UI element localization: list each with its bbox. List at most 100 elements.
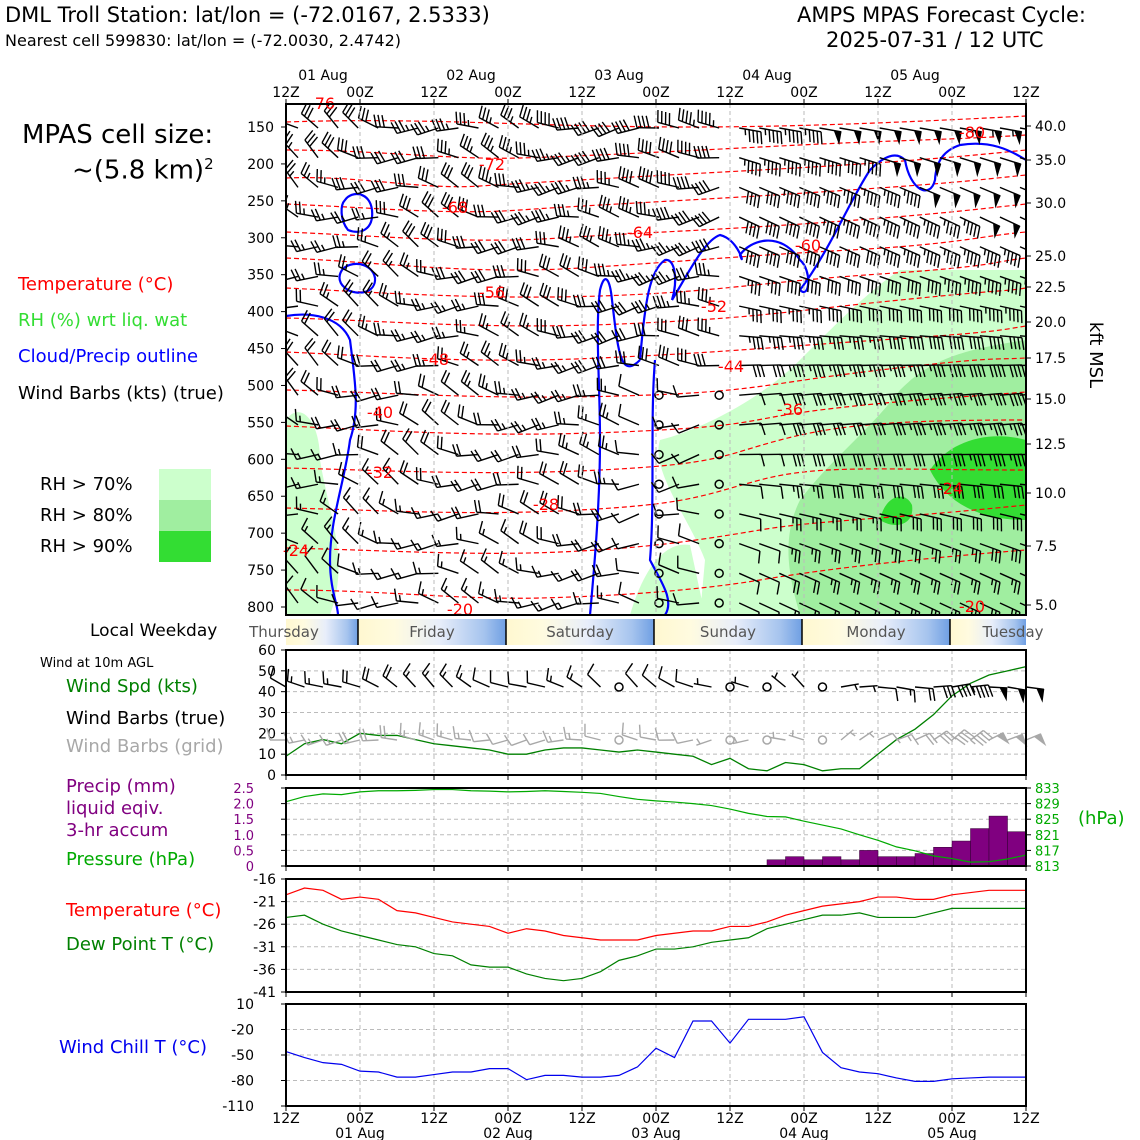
barb-full <box>605 198 610 211</box>
barb-full <box>1021 486 1025 499</box>
barb-full <box>457 270 466 282</box>
wind-barb <box>610 301 640 316</box>
calm-circle <box>614 682 624 692</box>
barb-full <box>832 423 838 436</box>
barb-full <box>454 271 463 283</box>
barb-full <box>271 479 277 490</box>
wind-barb <box>779 275 801 296</box>
barb-full <box>852 336 857 350</box>
wind-barb <box>979 483 1005 499</box>
barb-half <box>923 219 926 226</box>
barb-full <box>835 162 838 176</box>
barb-full <box>850 280 854 294</box>
barb-half <box>304 525 309 532</box>
wind-barb <box>310 448 339 461</box>
barb-full <box>303 372 310 385</box>
barb-staff <box>618 385 640 396</box>
wind-barb <box>331 177 359 191</box>
barb-full <box>582 225 588 239</box>
wind-barb <box>490 209 519 224</box>
barb-staff <box>731 681 749 688</box>
barb-full <box>466 138 472 151</box>
barb-full <box>630 302 639 314</box>
barb-full <box>768 222 773 236</box>
barb-full <box>913 253 917 267</box>
barb-full <box>908 336 913 349</box>
wind-barb <box>859 127 882 146</box>
barb-full <box>1013 364 1018 378</box>
barb-full <box>671 731 678 744</box>
wind-barb <box>714 420 724 430</box>
barb-full <box>877 195 881 209</box>
barb-half <box>666 300 670 308</box>
barb-full <box>618 581 622 595</box>
barb-staff <box>323 683 342 688</box>
barb-full <box>431 326 438 339</box>
wind-barb <box>758 246 781 268</box>
wind-barb <box>762 682 772 692</box>
wind-barb <box>566 665 583 688</box>
barb-full <box>443 194 451 207</box>
temp-y-tick-label: -41 <box>253 985 276 1001</box>
barb-full <box>879 164 882 177</box>
barb-full <box>796 423 802 436</box>
barb-full <box>1009 365 1014 378</box>
wind-barb <box>590 299 620 314</box>
barb-full <box>880 454 886 467</box>
wind-barb <box>799 305 823 324</box>
barb-full <box>671 268 679 281</box>
wind-barb <box>390 359 419 373</box>
windchill-line <box>285 1016 1026 1082</box>
barb-full <box>816 423 822 436</box>
isotherm <box>286 391 1026 435</box>
barb-full <box>953 393 959 406</box>
barb-full <box>377 322 381 336</box>
wind-barb <box>519 282 540 307</box>
wind-barb <box>731 676 749 688</box>
barb-staff <box>286 122 299 129</box>
barb-full <box>833 194 837 207</box>
barb-full <box>481 292 486 306</box>
barb-half <box>971 548 974 555</box>
barb-full <box>381 114 385 128</box>
barb-half <box>385 465 390 472</box>
barb-full <box>941 454 946 467</box>
barb-half <box>984 278 987 285</box>
wind-y-tick-label: 0 <box>267 768 276 784</box>
barb-full <box>514 180 522 192</box>
wind-barb <box>979 305 1003 324</box>
wind-barb <box>295 496 319 515</box>
barb-full <box>539 148 546 161</box>
barb-half <box>290 676 293 683</box>
barb-full <box>909 252 914 265</box>
barb-full <box>394 498 398 512</box>
barb-half <box>418 567 422 574</box>
wind-barb <box>696 738 712 746</box>
wind-barb <box>959 246 981 268</box>
barb-full <box>871 161 874 175</box>
barb-full <box>361 315 366 329</box>
wind-barb <box>412 561 439 575</box>
barb-full <box>275 270 281 281</box>
barb-staff <box>617 542 640 550</box>
wind-barb <box>478 105 499 129</box>
barb-full <box>794 282 798 295</box>
wind-barb <box>999 513 1023 532</box>
barb-full <box>552 326 558 339</box>
barb-staff <box>759 483 782 488</box>
barb-staff <box>675 680 694 688</box>
barb-full <box>630 275 640 286</box>
barb-full <box>876 393 883 406</box>
barb-full <box>398 291 402 304</box>
barb-full <box>758 164 761 177</box>
barb-full <box>593 263 598 276</box>
barb-half <box>424 670 430 677</box>
wind-barb <box>393 173 419 189</box>
barb-full <box>274 233 276 245</box>
barb-full <box>773 253 777 267</box>
barb-full <box>591 149 598 162</box>
barb-full <box>380 221 387 234</box>
wind-barb <box>859 157 882 177</box>
barb-full <box>328 106 338 118</box>
barb-full <box>788 129 791 143</box>
